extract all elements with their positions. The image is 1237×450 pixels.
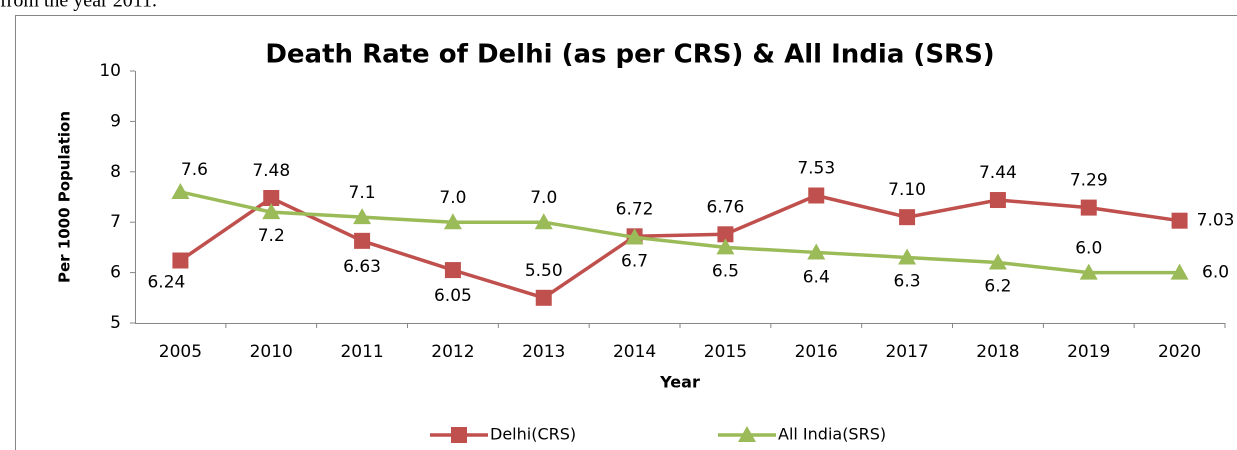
- data-point: [262, 203, 281, 220]
- legend-label: All India(SRS): [778, 425, 886, 444]
- series-line: [180, 190, 1180, 275]
- data-point: [444, 262, 461, 279]
- data-label: 6.72: [616, 199, 654, 219]
- x-tick-label: 2014: [613, 342, 656, 362]
- x-tick-label: 2005: [159, 342, 202, 362]
- x-tick-label: 2020: [1158, 342, 1201, 362]
- data-label: 6.24: [147, 273, 185, 293]
- caption: from the year 2011.: [0, 0, 157, 12]
- data-label: 7.03: [1197, 211, 1235, 231]
- data-label: 7.44: [979, 163, 1017, 183]
- data-point: [1080, 199, 1097, 216]
- data-label: 6.3: [894, 271, 921, 291]
- data-point: [443, 213, 462, 230]
- data-point: [899, 209, 916, 226]
- chart-border: [15, 15, 1237, 450]
- data-label: 7.6: [181, 160, 208, 180]
- y-tick-label: 5: [110, 313, 121, 333]
- data-point: [534, 213, 553, 230]
- x-tick-label: 2016: [795, 342, 838, 362]
- data-point: [1079, 263, 1098, 280]
- data-label: 6.76: [706, 197, 744, 217]
- data-label: 7.1: [349, 183, 376, 203]
- data-label: 7.29: [1070, 171, 1108, 191]
- data-point: [625, 228, 644, 245]
- y-axis-label: Per 1000 Population: [56, 111, 74, 283]
- data-point: [354, 232, 371, 249]
- y-tick-label: 10: [99, 61, 121, 81]
- data-point: [717, 226, 734, 243]
- y-tick-label: 6: [110, 263, 121, 283]
- data-label: 6.0: [1075, 239, 1102, 259]
- data-point: [353, 208, 372, 225]
- data-label: 6.7: [621, 251, 648, 271]
- data-label: 7.53: [797, 158, 835, 178]
- data-label: 6.05: [434, 286, 472, 306]
- data-label: 7.48: [252, 161, 290, 181]
- data-point: [808, 187, 825, 204]
- data-label: 6.5: [712, 261, 739, 281]
- data-point: [716, 238, 735, 255]
- data-point: [898, 248, 917, 265]
- data-label: 7.0: [439, 188, 466, 208]
- data-point: [263, 190, 280, 207]
- data-point: [535, 289, 552, 306]
- data-label: 7.0: [530, 188, 557, 208]
- data-point: [807, 243, 826, 260]
- legend-marker: [738, 426, 756, 442]
- legend-label: Delhi(CRS): [490, 425, 576, 444]
- x-tick-label: 2012: [431, 342, 474, 362]
- data-label: 7.2: [258, 226, 285, 246]
- y-tick-label: 7: [110, 212, 121, 232]
- chart-title: Death Rate of Delhi (as per CRS) & All I…: [265, 40, 994, 70]
- data-label: 6.2: [984, 277, 1011, 297]
- x-tick-label: 2011: [340, 342, 383, 362]
- data-label: 5.50: [525, 261, 563, 281]
- x-axis-label: Year: [659, 373, 700, 392]
- x-tick-label: 2015: [704, 342, 747, 362]
- y-tick-label: 8: [110, 162, 121, 182]
- data-point: [1171, 212, 1188, 229]
- data-point: [171, 182, 190, 199]
- legend-marker: [451, 427, 467, 443]
- x-tick-label: 2013: [522, 342, 565, 362]
- series-line: [179, 193, 1180, 300]
- y-tick-label: 9: [110, 111, 121, 131]
- data-point: [172, 252, 189, 269]
- data-point: [988, 253, 1007, 270]
- data-label: 6.63: [343, 257, 381, 277]
- data-label: 6.0: [1202, 263, 1229, 283]
- data-label: 7.10: [888, 180, 926, 200]
- data-label: 6.4: [803, 267, 830, 287]
- x-tick-label: 2010: [250, 342, 293, 362]
- x-tick-label: 2019: [1067, 342, 1110, 362]
- data-point: [1170, 263, 1189, 280]
- x-tick-label: 2017: [885, 342, 928, 362]
- data-point: [989, 192, 1006, 209]
- x-tick-label: 2018: [976, 342, 1019, 362]
